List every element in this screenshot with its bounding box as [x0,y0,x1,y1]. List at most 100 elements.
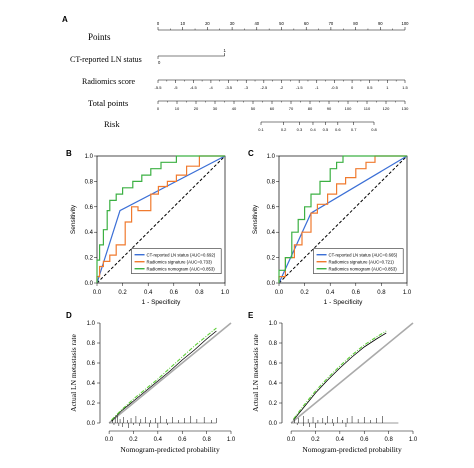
total-points-tick-label: 110 [364,106,371,111]
x-tick-label: 0.6 [170,290,179,296]
risk-tick-label: 0.4 [310,127,316,132]
calibration-bias-corrected-curve [111,330,217,422]
total-points-tick-label: 10 [175,106,180,111]
y-tick-label: 0.0 [87,421,96,427]
y-tick-label: 0.0 [269,421,278,427]
x-tick-label: 0.4 [326,290,335,296]
radiomics-score-tick-label: -0.5 [331,85,339,90]
points-tick-label: 10 [180,21,185,26]
total-points-tick-label: 30 [213,106,218,111]
risk-tick-label: 0.8 [371,127,377,132]
nomogram: Points CT-reported LN status Radiomics s… [70,21,409,132]
x-tick-label: 0.0 [287,437,296,443]
plot-frame [96,155,226,284]
calibration-ideal-line [290,322,414,424]
radiomics-score-tick-label: 0 [351,85,354,90]
x-tick-label: 0.8 [195,290,204,296]
radiomics-score-tick-label: 1 [386,85,389,90]
legend-label: Radiomics nomogram (AUC=0.853) [329,267,398,272]
x-axis-label: Nomogram-predicted probability [120,445,220,454]
radiomics-score-tick-label: -3 [244,85,248,90]
roc-curve-signature [96,155,225,283]
total-points-tick-label: 100 [345,106,352,111]
total-points-tick-label: 20 [194,106,199,111]
radiomics-score-tick-label: -2.5 [260,85,268,90]
x-tick-label: 0.8 [377,290,386,296]
y-tick-label: 0.2 [269,401,278,407]
points-tick-label: 50 [279,21,284,26]
y-tick-label: 0.2 [85,256,94,262]
calibration-panel-d: 0.0 0.2 0.4 0.6 0.8 1.0 0.0 0.2 0.4 0.6 0.8 1.0 Nomo… [69,321,236,454]
y-tick-label: 0.4 [85,230,94,236]
y-tick-label: 0.6 [87,361,96,367]
roc-panel-b: 0.0 0.2 0.4 0.6 0.8 1.0 0.0 0.2 0.4 0.6 0.8 1.0 1 - … [70,154,230,306]
total-points-tick-label: 70 [289,106,294,111]
reference-diagonal [96,155,226,284]
risk-tick-label: 0.6 [335,127,341,132]
legend-box [131,248,222,274]
panel-label-c: C [248,149,254,158]
y-tick-label: 0.0 [267,281,276,287]
x-tick-label: 0.2 [311,437,320,443]
total-points-tick-label: 90 [327,106,332,111]
radiomics-score-tick-label: -4.5 [190,85,198,90]
calibration-panel-e: 0.0 0.2 0.4 0.6 0.8 1.0 0.0 0.2 0.4 0.6 0.8 1.0 Nomo… [251,321,418,454]
risk-tick-label: 0.5 [323,127,329,132]
points-tick-label: 40 [254,21,259,26]
x-tick-label: 1.0 [403,290,412,296]
x-tick-label: 0.0 [93,290,102,296]
nomogram-row-label-points: Points [88,32,111,42]
y-tick-label: 1.0 [85,154,94,160]
x-tick-label: 0.2 [129,437,138,443]
roc-panel-c: 0.0 0.2 0.4 0.6 0.8 1.0 0.0 0.2 0.4 0.6 0.8 1.0 1 - … [252,154,412,306]
risk-tick-label: 0.3 [297,127,303,132]
y-tick-label: 0.8 [85,179,94,185]
y-tick-label: 0.6 [267,205,276,211]
y-tick-label: 0.4 [269,381,278,387]
y-axis-label: Actual LN metastasis rate [69,333,78,411]
total-points-tick-label: 80 [308,106,313,111]
y-tick-label: 0.4 [87,381,96,387]
total-points-tick-label: 0 [157,106,160,111]
y-tick-label: 0.4 [267,230,276,236]
radiomics-score-tick-label: 1.5 [402,85,408,90]
x-tick-label: 0.2 [118,290,127,296]
radiomics-score-tick-label: -1.5 [296,85,304,90]
nomogram-row-label-radiomics-score: Radiomics score [82,77,136,86]
risk-tick-label: 0.7 [351,127,357,132]
x-tick-label: 0.4 [144,290,153,296]
y-tick-label: 0.6 [269,361,278,367]
x-tick-label: 0.0 [275,290,284,296]
y-tick-label: 0.2 [87,401,96,407]
total-points-tick-label: 50 [251,106,256,111]
y-tick-label: 1.0 [267,154,276,160]
points-tick-label: 60 [304,21,309,26]
radiomics-score-tick-label: -4 [209,85,213,90]
y-tick-label: 0.8 [267,179,276,185]
panel-label-b: B [66,149,72,158]
ct-status-tick-label: 1 [224,48,227,53]
total-points-tick-label: 40 [232,106,237,111]
x-tick-label: 0.6 [360,437,369,443]
roc-curve-nomogram [96,155,225,283]
points-tick-label: 20 [205,21,210,26]
points-tick-label: 100 [402,21,410,26]
y-axis-label: Actual LN metastasis rate [251,333,260,411]
x-axis-label: 1 - Specificity [142,299,181,306]
legend-label: Radiomics signature (AUC=0.733) [147,260,213,265]
x-tick-label: 1.0 [221,290,230,296]
calibration-ideal-line [108,322,232,424]
legend-label: CT-reported LN status (AUC=0.665) [329,253,398,258]
roc-curve-nomogram [278,155,407,283]
y-tick-label: 1.0 [87,321,96,327]
x-axis-label: Nomogram-predicted probability [302,445,402,454]
points-tick-label: 80 [353,21,358,26]
calibration-bias-corrected-curve [293,332,387,421]
radiomics-score-tick-label: -5.5 [155,85,163,90]
x-tick-label: 1.0 [227,437,236,443]
panel-label-e: E [248,311,254,320]
x-tick-label: 0.8 [384,437,393,443]
y-tick-label: 1.0 [269,321,278,327]
